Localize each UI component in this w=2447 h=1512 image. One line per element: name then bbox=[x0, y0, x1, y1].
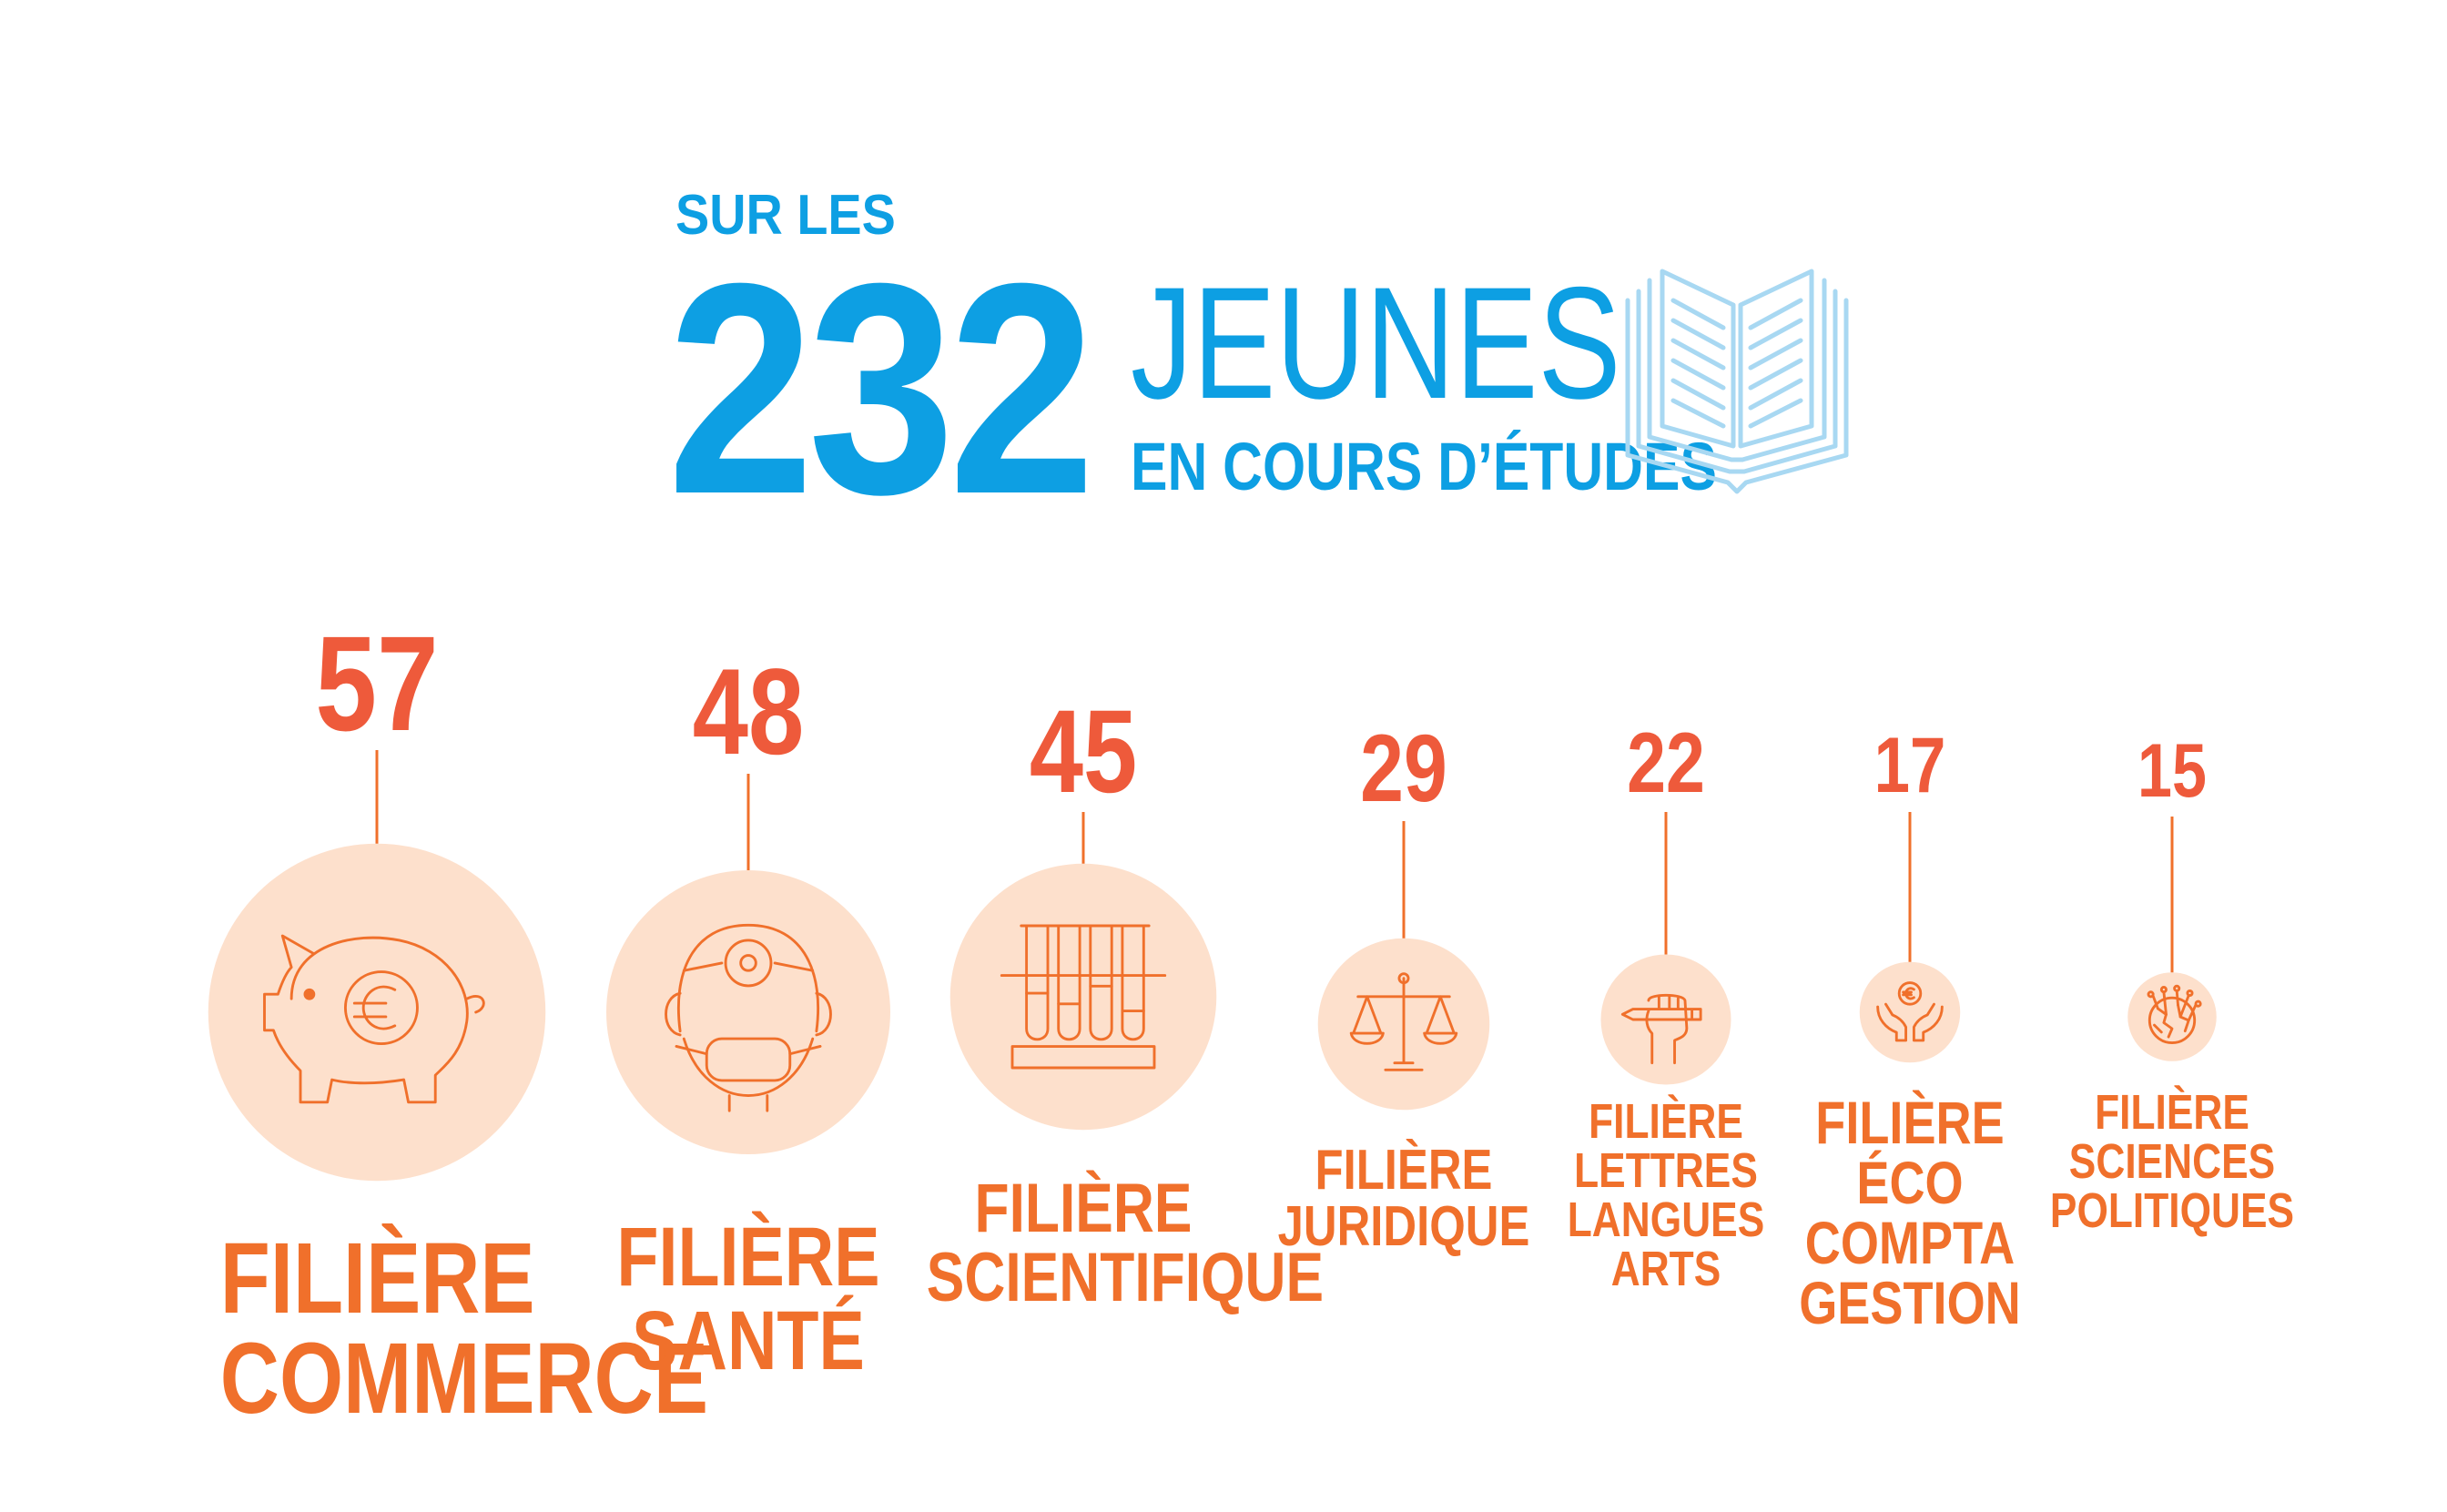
bubble-fili-re-co-compta-gestion bbox=[1859, 961, 1961, 1063]
label-fili-re-sciences-politiques: FILIÈRE SCIENCES POLITIQUES bbox=[2049, 1085, 2295, 1238]
value-fili-re-commerce: 57 bbox=[315, 607, 438, 758]
value-fili-re-juridique: 29 bbox=[1360, 715, 1447, 822]
bubble-fili-re-commerce bbox=[208, 843, 546, 1182]
piggy-bank-icon bbox=[263, 934, 485, 1104]
label-fili-re-lettres-langues-arts: FILIÈRE LETTRES LANGUES ARTS bbox=[1567, 1094, 1765, 1296]
value-fili-re-lettres-langues-arts: 22 bbox=[1627, 715, 1705, 811]
header-subtitle: EN COURS D’ÉTUDES bbox=[1131, 429, 1717, 504]
scales-icon bbox=[1349, 972, 1458, 1071]
bubble-fili-re-sant bbox=[606, 870, 890, 1154]
label-fili-re-sant: FILIÈRE SANTÉ bbox=[616, 1211, 880, 1387]
label-fili-re-scientifique: FILIÈRE SCIENTIFIQUE bbox=[926, 1170, 1325, 1316]
bubble-fili-re-scientifique bbox=[949, 863, 1217, 1131]
label-fili-re-commerce: FILIÈRE COMMERCE bbox=[219, 1223, 708, 1435]
bubble-fili-re-sciences-politiques bbox=[2127, 972, 2217, 1061]
header-unit: JEUNES bbox=[1131, 255, 1621, 432]
label-fili-re-co-compta-gestion: FILIÈRE ÉCO COMPTA GESTION bbox=[1799, 1089, 2021, 1336]
header-total: 232 bbox=[667, 220, 1095, 556]
hands-coin-icon bbox=[1876, 981, 1944, 1042]
test-tubes-icon bbox=[1000, 924, 1167, 1070]
value-fili-re-scientifique: 45 bbox=[1030, 686, 1137, 817]
open-book-icon bbox=[1625, 269, 1849, 494]
value-fili-re-sciences-politiques: 15 bbox=[2137, 729, 2207, 814]
doctor-icon bbox=[665, 923, 832, 1112]
value-fili-re-sant: 48 bbox=[693, 644, 805, 781]
value-fili-re-co-compta-gestion: 17 bbox=[1874, 721, 1946, 808]
fist-pencil-icon bbox=[1620, 993, 1702, 1065]
globe-circuit-icon bbox=[2147, 984, 2202, 1045]
header-intro: SUR LES bbox=[675, 184, 896, 247]
label-fili-re-juridique: FILIÈRE JURIDIQUE bbox=[1277, 1139, 1530, 1258]
